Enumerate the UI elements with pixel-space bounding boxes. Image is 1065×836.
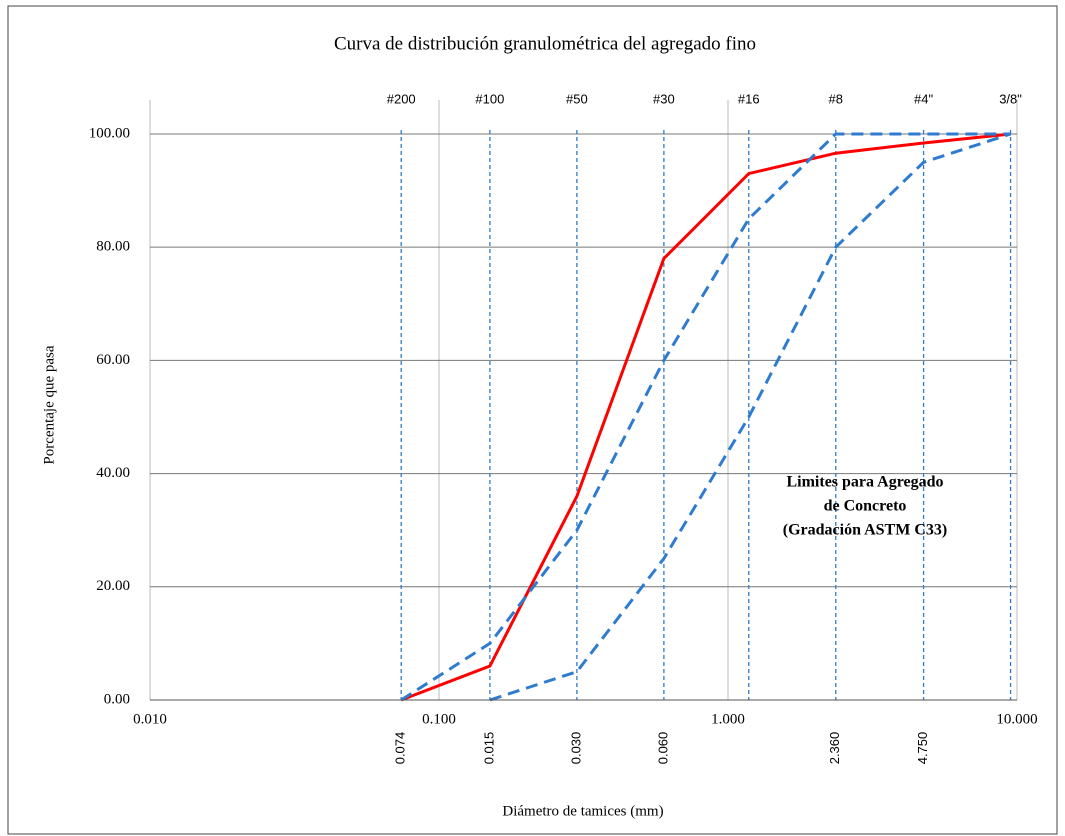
- sieve-label: #16: [738, 91, 760, 106]
- x-tick-label: 10.000: [996, 711, 1037, 727]
- sieve-label: #4": [914, 91, 933, 106]
- sieve-label: #200: [387, 91, 416, 106]
- x-sieve-label: 4.750: [915, 732, 930, 765]
- sieve-label: #8: [829, 91, 843, 106]
- x-sieve-label: 0.015: [481, 732, 496, 765]
- x-sieve-label: 0.030: [568, 732, 583, 765]
- x-sieve-label: 0.060: [655, 732, 670, 765]
- series-line: [400, 132, 1011, 702]
- annotation: de Concreto: [824, 498, 907, 515]
- x-sieve-label: 2.360: [827, 732, 842, 765]
- y-axis-label: Porcentaje que pasa: [41, 345, 57, 464]
- chart-title: Curva de distribución granulométrica del…: [334, 33, 756, 54]
- frame: [7, 5, 1058, 835]
- sieve-label: 3/8": [999, 91, 1022, 106]
- x-tick-label: 0.100: [422, 711, 456, 727]
- y-tick-label: 40.00: [96, 465, 130, 481]
- sieve-label: #100: [475, 91, 504, 106]
- sieve-label: #50: [566, 91, 588, 106]
- sieve-label: #30: [653, 91, 675, 106]
- y-tick-label: 60.00: [96, 352, 130, 368]
- y-tick-label: 20.00: [96, 578, 130, 594]
- series-line: [400, 132, 1011, 702]
- series-line: [489, 132, 1012, 702]
- y-tick-label: 0.00: [104, 691, 130, 707]
- y-tick-label: 80.00: [96, 239, 130, 255]
- annotation: Limites para Agregado: [786, 474, 943, 491]
- x-tick-label: 1.000: [711, 711, 745, 727]
- x-sieve-label: 0.074: [393, 732, 408, 765]
- y-tick-label: 100.00: [89, 125, 130, 141]
- x-axis-label: Diámetro de tamices (mm): [502, 803, 663, 819]
- x-tick-label: 0.010: [133, 711, 167, 727]
- annotation: (Gradación ASTM C33): [783, 522, 947, 539]
